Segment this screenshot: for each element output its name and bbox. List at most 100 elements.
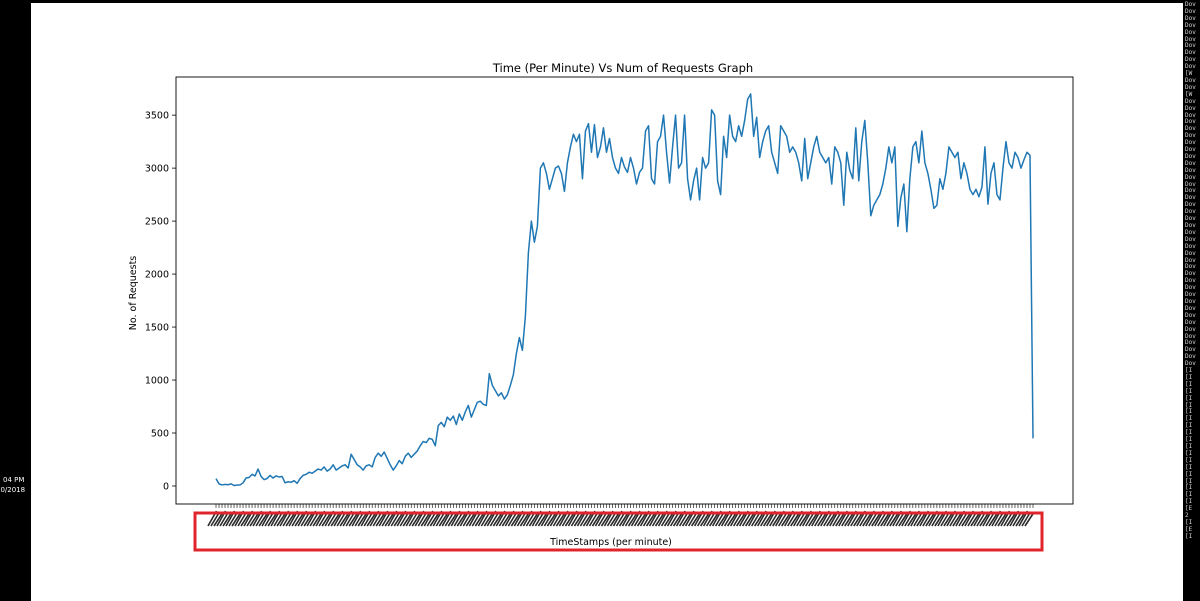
- x-tick-label: [609, 512, 620, 527]
- console-line: [I: [1185, 443, 1193, 450]
- console-line: Dov: [1185, 304, 1196, 312]
- console-line: [I: [1185, 415, 1193, 423]
- taskbar-left: [0, 0, 31, 601]
- y-axis-label: No. of Requests: [128, 256, 139, 331]
- console-line: Dov: [1185, 132, 1196, 140]
- console-line: Dov: [1185, 125, 1196, 133]
- x-tick-label: [222, 512, 233, 527]
- x-tick-label: [763, 512, 773, 527]
- series-layer: [215, 93, 1034, 487]
- x-tick-label: [285, 512, 296, 527]
- window-top-edge: [0, 0, 1200, 3]
- console-line: Dov: [1185, 63, 1196, 71]
- x-tick-label: [699, 512, 710, 527]
- console-line: Dov: [1185, 97, 1196, 105]
- console-line: Dov: [1185, 35, 1196, 43]
- console-line: Dov: [1185, 332, 1196, 340]
- console-line: Dov: [1185, 173, 1196, 181]
- console-line: Dov: [1185, 215, 1196, 223]
- console-line: Dov: [1185, 118, 1196, 126]
- x-tick-label: [726, 512, 737, 527]
- annotation-highlight-box: [193, 511, 1044, 552]
- console-line: [I: [1185, 498, 1193, 506]
- x-axis-label: TimeStamps (per minute): [549, 537, 672, 548]
- console-line: [I: [1185, 429, 1193, 437]
- console-line: Dov: [1185, 49, 1196, 57]
- x-tick-label: [744, 512, 755, 527]
- console-line: Dov: [1185, 7, 1196, 15]
- x-tick-label: [429, 512, 440, 527]
- console-line: Dov: [1185, 325, 1196, 333]
- console-line: Dov: [1185, 76, 1196, 84]
- console-line: Dov: [1185, 222, 1196, 229]
- console-line: Dov: [1185, 14, 1196, 22]
- x-tick-label: [997, 512, 1008, 527]
- x-tick-label: [943, 512, 954, 527]
- x-tick-label: [672, 512, 683, 527]
- console-line: Dov: [1185, 208, 1196, 216]
- x-tick-label: [835, 512, 845, 527]
- console-line: Dov: [1185, 263, 1196, 271]
- console-line: [I: [1185, 394, 1193, 402]
- console-line: [I: [1185, 456, 1193, 464]
- console-line: [W: [1185, 90, 1193, 98]
- x-tick-label: [600, 512, 611, 527]
- console-line: [I: [1185, 491, 1193, 499]
- x-tick-label: [582, 512, 593, 527]
- x-tick-label: [312, 512, 323, 527]
- x-tick-label: [826, 512, 836, 527]
- console-line: [I: [1185, 532, 1193, 540]
- series-line: [215, 93, 1034, 487]
- console-line: [E: [1185, 505, 1193, 513]
- x-tick-label: [519, 512, 530, 527]
- x-tick-label: [708, 512, 719, 527]
- y-tick-label: 3500: [145, 111, 169, 122]
- x-tick-label: [654, 512, 665, 527]
- console-line: Dov: [1185, 297, 1196, 305]
- console-line: [I: [1185, 518, 1193, 526]
- y-axis: 0 500 1000 1500 2000 2500 3000 3500: [145, 111, 176, 492]
- console-line: Dov: [1185, 318, 1196, 326]
- x-tick-label: [970, 512, 981, 527]
- console-line: Dov: [1185, 256, 1196, 264]
- console-line: 2: [1185, 512, 1189, 520]
- x-tick-label: [979, 512, 990, 527]
- x-tick-label: [790, 512, 800, 527]
- x-tick-label: [817, 512, 827, 527]
- console-line: [I: [1185, 463, 1193, 471]
- taskbar-clock[interactable]: 04 PM 20/2018: [0, 475, 31, 499]
- y-tick-label: 1000: [145, 376, 169, 387]
- x-tick-label: [483, 512, 494, 527]
- x-tick-label: [781, 512, 791, 527]
- console-line: Dov: [1185, 146, 1196, 154]
- x-tick-label: [213, 512, 224, 527]
- console-line: Dov: [1185, 270, 1196, 278]
- x-tick-label: [907, 512, 918, 527]
- x-tick-label: [772, 512, 782, 527]
- x-tick-label: [267, 512, 278, 527]
- console-line: [E: [1185, 525, 1193, 533]
- console-line: Dov: [1185, 111, 1196, 119]
- console-line: [W: [1185, 70, 1193, 78]
- x-tick-label: [456, 512, 467, 527]
- console-window-edge: Dov Dov Dov Dov Dov Dov Dov Dov Dov Dov [W Dov Dov [W…: [1183, 0, 1200, 601]
- console-line: Dov: [1185, 139, 1196, 147]
- y-tick-label: 0: [163, 481, 169, 492]
- x-tick-label: [988, 512, 999, 527]
- x-tick-label: [753, 512, 764, 527]
- x-tick-label: [411, 512, 422, 527]
- x-tick-label: [348, 512, 359, 527]
- x-tick-label: [258, 512, 269, 527]
- x-tick-label: [898, 512, 909, 527]
- console-line: Dov: [1185, 339, 1196, 347]
- y-tick-label: 2500: [145, 217, 169, 228]
- x-tick-label: [375, 512, 386, 527]
- console-line: [I: [1185, 422, 1193, 430]
- chart-title: Time (Per Minute) Vs Num of Requests Gra…: [492, 61, 753, 75]
- x-tick-label: [303, 512, 314, 527]
- console-line: [I: [1185, 373, 1193, 381]
- console-line: Dov: [1185, 311, 1196, 319]
- x-tick-label: [447, 512, 458, 527]
- chart-figure: Time (Per Minute) Vs Num of Requests Gra…: [128, 61, 1074, 552]
- console-line: [I: [1185, 408, 1193, 416]
